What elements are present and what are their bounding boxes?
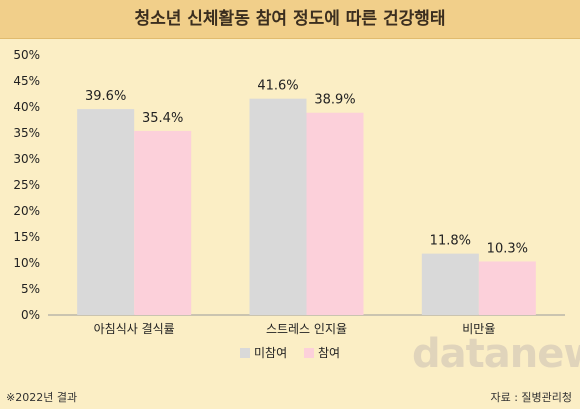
bar-non-participant [77, 109, 135, 315]
y-tick-label: 15% [13, 230, 40, 244]
chart-title: 청소년 신체활동 참여 정도에 따른 건강행태 [134, 9, 446, 29]
y-tick-label: 50% [13, 48, 40, 62]
bar-participant [306, 112, 364, 315]
watermark-logo: datanews [412, 331, 580, 377]
source-note: 자료 : 질병관리청 [490, 391, 572, 404]
data-label: 39.6% [85, 89, 126, 104]
y-tick-label: 45% [13, 74, 40, 88]
bar-non-participant [421, 253, 479, 315]
data-label: 35.4% [142, 111, 183, 126]
legend-swatch [240, 348, 250, 358]
x-tick-label: 스트레스 인지율 [266, 322, 347, 336]
y-tick-label: 20% [13, 204, 40, 218]
bar-participant [134, 130, 192, 315]
legend-label: 미참여 [254, 346, 287, 360]
x-tick-label: 아침식사 결식률 [94, 322, 175, 336]
x-tick-label: 비만율 [462, 322, 495, 336]
footnote: ※2022년 결과 [6, 391, 78, 404]
y-tick-label: 10% [13, 256, 40, 270]
data-label: 11.8% [430, 234, 471, 249]
title-bar [0, 0, 580, 39]
bar-non-participant [249, 98, 307, 316]
y-tick-label: 25% [13, 178, 40, 192]
y-tick-label: 5% [21, 282, 40, 296]
data-label: 10.3% [487, 241, 528, 256]
y-tick-label: 40% [13, 100, 40, 114]
data-label: 41.6% [257, 79, 298, 94]
legend-swatch [304, 348, 314, 358]
y-tick-label: 35% [13, 126, 40, 140]
bar-participant [478, 261, 536, 315]
y-tick-label: 30% [13, 152, 40, 166]
legend-label: 참여 [318, 346, 340, 360]
data-label: 38.9% [314, 93, 355, 108]
y-tick-label: 0% [21, 308, 40, 322]
